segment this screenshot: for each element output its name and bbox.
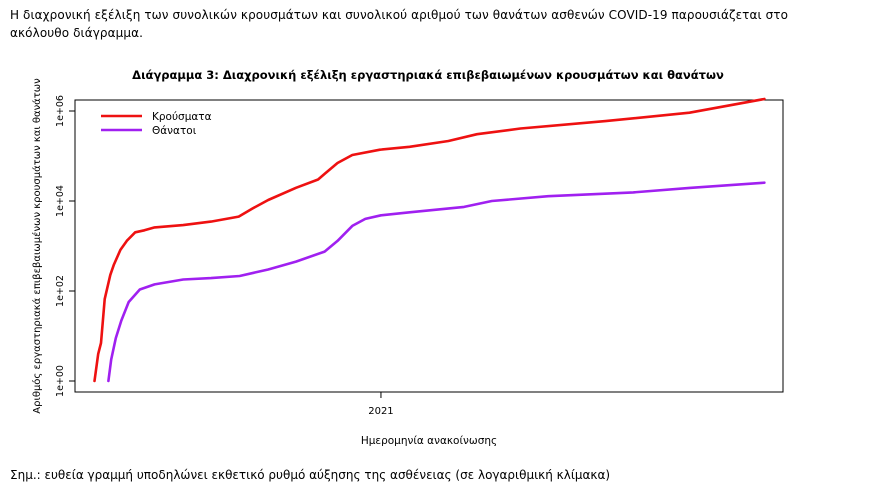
x-tick-label: 2021 (368, 406, 393, 417)
series-line-deaths (107, 181, 766, 383)
legend-label-cases: Κρούσματα (152, 111, 212, 123)
chart-title: Διάγραμμα 3: Διαχρονική εξέλιξη εργαστηρ… (132, 68, 724, 82)
series-layer (93, 97, 766, 383)
y-axis: 1e+00 1e+02 1e+04 1e+06 (55, 95, 75, 397)
legend: Κρούσματα Θάνατοι (101, 111, 212, 137)
y-tick-label: 1e+00 (55, 365, 66, 397)
x-axis-label: Ημερομηνία ανακοίνωσης (361, 435, 497, 447)
y-tick-label: 1e+04 (55, 185, 66, 217)
footnote: Σημ.: ευθεία γραμμή υποδηλώνει εκθετικό … (10, 468, 611, 482)
y-tick-label: 1e+06 (55, 95, 66, 127)
legend-label-deaths: Θάνατοι (152, 125, 197, 137)
intro-paragraph: Η διαχρονική εξέλιξη των συνολικών κρουσ… (10, 8, 789, 40)
plot-frame (74, 99, 784, 393)
x-axis: 2021 (368, 392, 394, 417)
y-axis-label: Αριθμός εργαστηριακά επιβεβαιωμένων κρου… (31, 78, 43, 414)
series-line-cases (93, 97, 766, 383)
y-tick-label: 1e+02 (55, 275, 66, 307)
